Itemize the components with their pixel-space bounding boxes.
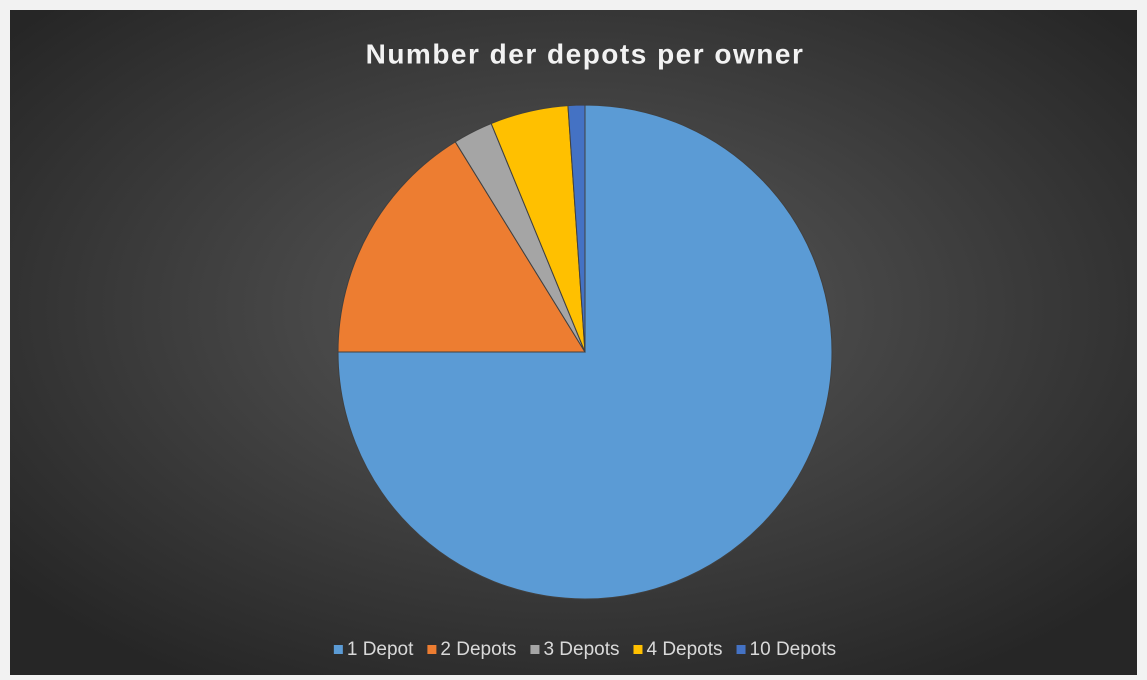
- legend-label: 4 Depots: [646, 639, 722, 660]
- legend-label: 10 Depots: [750, 639, 837, 660]
- legend-swatch: [333, 645, 343, 654]
- pie-slice: [337, 104, 833, 600]
- legend-label: 3 Depots: [543, 639, 619, 660]
- legend-label: 2 Depots: [440, 639, 516, 660]
- legend-swatch: [633, 645, 643, 654]
- chart-title: Number der depots per owner: [366, 38, 805, 69]
- legend-label: 1 Depot: [347, 639, 414, 660]
- pie: [337, 104, 833, 600]
- pie-slice: [337, 141, 586, 353]
- legend-swatch: [427, 645, 437, 654]
- legend: 1 Depot 2 Depots 3 Depots 4 Depots 10 Depots: [333, 639, 837, 660]
- legend-swatch: [736, 645, 746, 654]
- pie-slice: [567, 104, 586, 353]
- legend-swatch: [530, 645, 540, 654]
